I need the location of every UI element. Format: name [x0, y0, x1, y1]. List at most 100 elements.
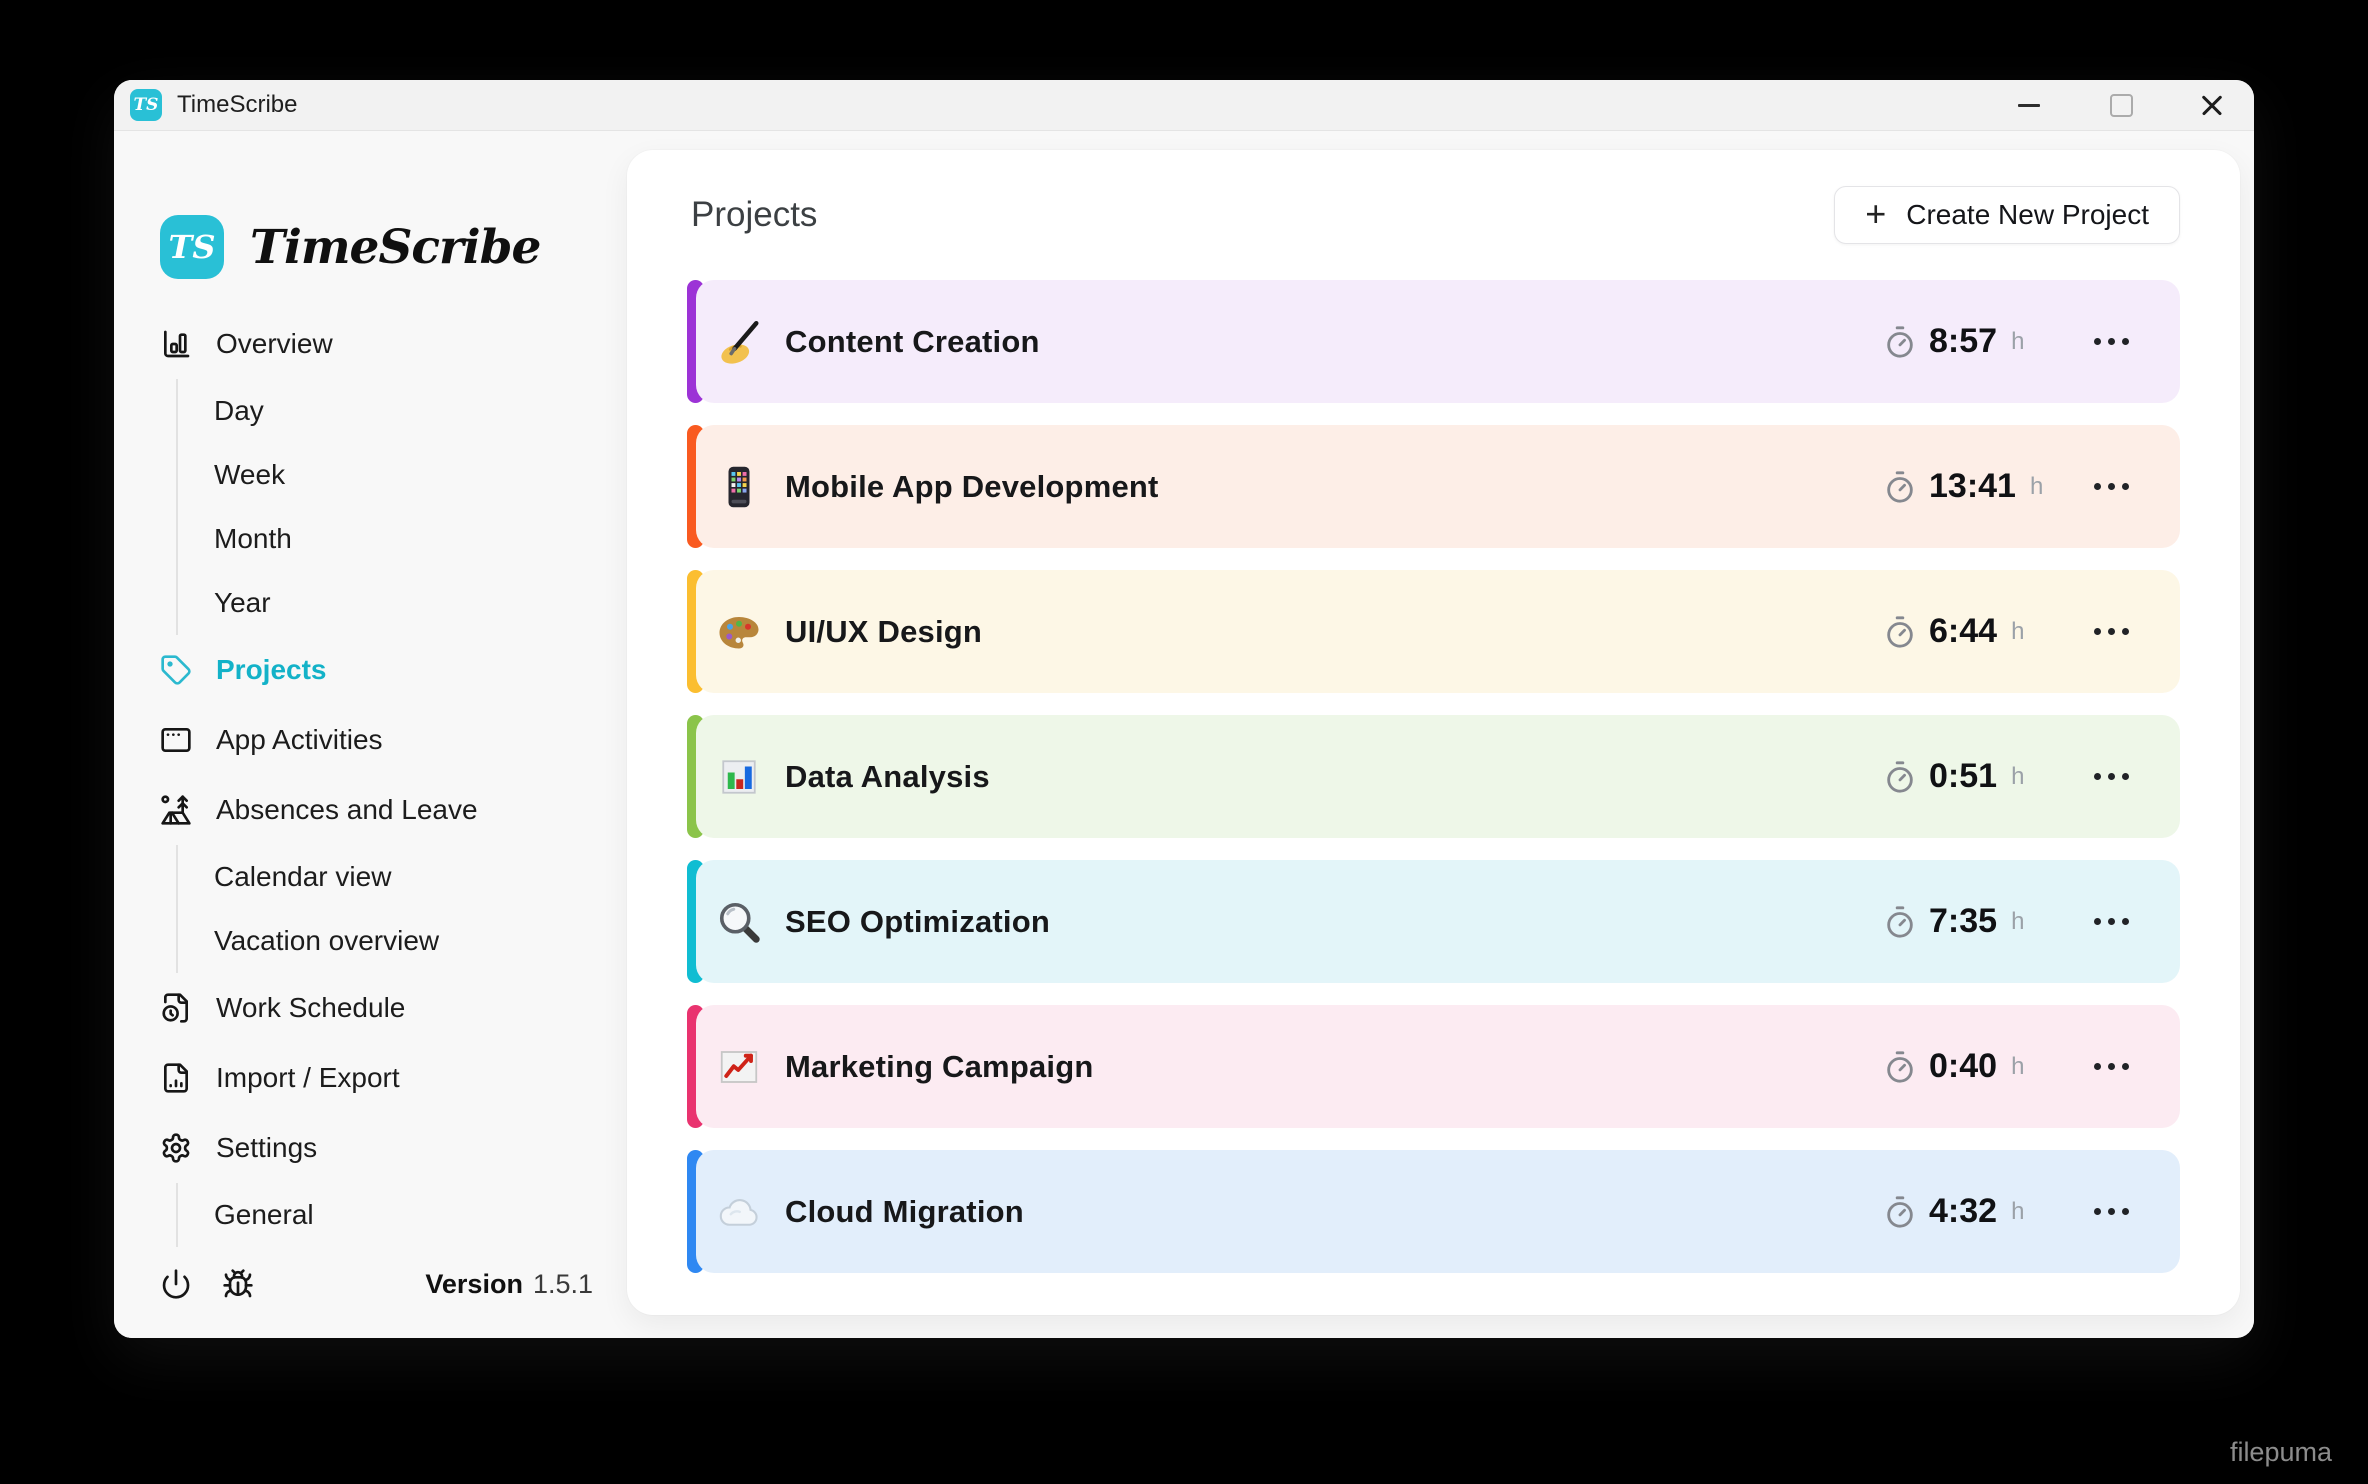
sidebar-item-label: Overview	[216, 328, 333, 359]
project-name: Mobile App Development	[785, 468, 1159, 504]
project-name: Data Analysis	[785, 758, 990, 794]
project-row-marketing-campaign[interactable]: Marketing Campaign 0:40 h	[687, 1005, 2180, 1128]
sidebar-nav: Overview Day Week Month Year Projects Ap…	[148, 309, 627, 1247]
mobile-phone-icon	[715, 463, 763, 511]
stopwatch-icon	[1883, 1195, 1917, 1229]
version-label: Version	[425, 1268, 523, 1299]
sidebar-item-label: Day	[214, 395, 264, 426]
project-menu-button[interactable]	[2085, 280, 2137, 403]
project-row-content-creation[interactable]: Content Creation 8:57 h	[687, 280, 2180, 403]
chart-column-icon	[160, 328, 192, 360]
stopwatch-icon	[1883, 760, 1917, 794]
magnifier-icon	[715, 898, 763, 946]
time-unit: h	[2011, 762, 2025, 790]
tag-icon	[160, 654, 192, 686]
sidebar-item-label: Settings	[216, 1132, 318, 1163]
version-text: Version 1.5.1	[425, 1269, 593, 1300]
file-chart-icon	[160, 1062, 192, 1094]
titlebar: TS TimeScribe	[114, 80, 2254, 131]
project-row-ui-ux-design[interactable]: UI/UX Design 6:44 h	[687, 570, 2180, 693]
project-menu-button[interactable]	[2085, 425, 2137, 548]
project-menu-button[interactable]	[2085, 1150, 2137, 1273]
create-button-label: Create New Project	[1906, 199, 2149, 230]
project-menu-button[interactable]	[2085, 570, 2137, 693]
sidebar-item-label: Absences and Leave	[216, 794, 478, 825]
maximize-icon[interactable]	[2108, 92, 2134, 118]
stopwatch-icon	[1883, 905, 1917, 939]
sidebar-footer: Version 1.5.1	[160, 1268, 593, 1300]
stopwatch-icon	[1883, 615, 1917, 649]
project-name: Content Creation	[785, 323, 1040, 359]
window-controls	[2016, 92, 2224, 118]
sidebar-item-month[interactable]: Month	[176, 507, 627, 571]
stopwatch-icon	[1883, 325, 1917, 359]
chart-up-icon	[715, 1043, 763, 1091]
sidebar-item-vacation-overview[interactable]: Vacation overview	[176, 909, 627, 973]
gear-icon	[160, 1132, 192, 1164]
power-icon[interactable]	[160, 1268, 192, 1300]
project-menu-button[interactable]	[2085, 860, 2137, 983]
logo-badge: TS	[160, 215, 224, 279]
project-time: 4:32	[1929, 1192, 1998, 1230]
sidebar-item-absences-and-leave[interactable]: Absences and Leave	[148, 775, 627, 845]
time-unit: h	[2011, 1197, 2025, 1225]
bar-chart-icon	[715, 753, 763, 801]
project-time: 13:41	[1929, 467, 2016, 505]
sidebar-item-projects[interactable]: Projects	[148, 635, 627, 705]
project-menu-button[interactable]	[2085, 715, 2137, 838]
stopwatch-icon	[1883, 1050, 1917, 1084]
project-menu-button[interactable]	[2085, 1005, 2137, 1128]
project-time: 6:44	[1929, 612, 1998, 650]
sidebar-item-year[interactable]: Year	[176, 571, 627, 635]
sidebar-item-label: Month	[214, 523, 292, 554]
app-window-icon	[160, 724, 192, 756]
minimize-icon[interactable]	[2016, 92, 2042, 118]
sidebar-item-label: Projects	[216, 654, 327, 685]
project-row-mobile-app-development[interactable]: Mobile App Development 13:41 h	[687, 425, 2180, 548]
time-unit: h	[2011, 1052, 2025, 1080]
sidebar-item-label: Calendar view	[214, 861, 392, 892]
sidebar-item-import-export[interactable]: Import / Export	[148, 1043, 627, 1113]
sidebar-item-label: Vacation overview	[214, 925, 440, 956]
project-time: 0:40	[1929, 1047, 1998, 1085]
sidebar-item-work-schedule[interactable]: Work Schedule	[148, 973, 627, 1043]
bug-icon[interactable]	[222, 1268, 254, 1300]
app-icon: TS	[130, 89, 162, 121]
app-window: TS TimeScribe TS TimeScribe Overview Day…	[114, 80, 2254, 1338]
plus-icon: +	[1865, 192, 1887, 234]
stopwatch-icon	[1883, 470, 1917, 504]
close-icon[interactable]	[2200, 93, 2224, 117]
project-row-data-analysis[interactable]: Data Analysis 0:51 h	[687, 715, 2180, 838]
sidebar-item-general[interactable]: General	[176, 1183, 627, 1247]
version-value: 1.5.1	[532, 1268, 593, 1299]
project-time: 8:57	[1929, 322, 1998, 360]
sidebar-item-app-activities[interactable]: App Activities	[148, 705, 627, 775]
project-name: Marketing Campaign	[785, 1048, 1094, 1084]
create-new-project-button[interactable]: + Create New Project	[1834, 186, 2180, 244]
project-name: Cloud Migration	[785, 1193, 1024, 1229]
sidebar-item-calendar-view[interactable]: Calendar view	[176, 845, 627, 909]
tent-tree-icon	[160, 794, 192, 826]
main-area: Projects + Create New Project Content Cr…	[627, 131, 2254, 1338]
sidebar-item-day[interactable]: Day	[176, 379, 627, 443]
sidebar-item-label: Week	[214, 459, 286, 490]
project-time: 0:51	[1929, 757, 1998, 795]
sidebar: TS TimeScribe Overview Day Week Month Ye…	[114, 131, 627, 1338]
project-row-seo-optimization[interactable]: SEO Optimization 7:35 h	[687, 860, 2180, 983]
sidebar-item-label: Work Schedule	[216, 992, 406, 1023]
sidebar-item-label: General	[214, 1199, 314, 1230]
logo-wordmark: TimeScribe	[250, 219, 541, 275]
sidebar-item-label: Year	[214, 587, 271, 618]
card-header: Projects + Create New Project	[627, 150, 2240, 244]
project-name: SEO Optimization	[785, 903, 1050, 939]
project-time: 7:35	[1929, 902, 1998, 940]
app-logo: TS TimeScribe	[160, 215, 627, 279]
project-row-cloud-migration[interactable]: Cloud Migration 4:32 h	[687, 1150, 2180, 1273]
sidebar-item-week[interactable]: Week	[176, 443, 627, 507]
time-unit: h	[2011, 327, 2025, 355]
project-name: UI/UX Design	[785, 613, 983, 649]
sidebar-item-settings[interactable]: Settings	[148, 1113, 627, 1183]
sidebar-item-overview[interactable]: Overview	[148, 309, 627, 379]
watermark: filepuma	[2229, 1437, 2332, 1467]
sidebar-item-label: Import / Export	[216, 1062, 400, 1093]
